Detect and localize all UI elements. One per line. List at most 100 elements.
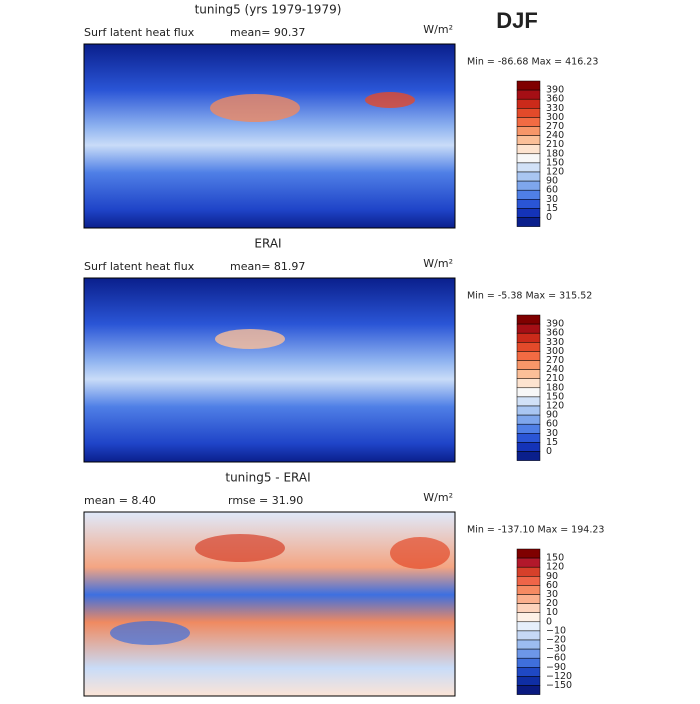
colorbar-box <box>516 360 541 370</box>
colorbar-box <box>516 323 541 334</box>
colorbar-box <box>516 108 541 118</box>
colorbar-label: 330 <box>546 103 564 114</box>
colorbar-box <box>516 342 541 352</box>
colorbar-label: 330 <box>546 337 564 348</box>
colorbar-box <box>516 171 541 182</box>
colorbar-box <box>516 180 541 191</box>
panel-label: Surf latent heat flux <box>84 260 195 273</box>
colorbar-label: 150 <box>546 391 564 402</box>
colorbar-label: 15 <box>546 437 558 448</box>
colorbar-label: 120 <box>546 401 564 412</box>
colorbar-label: 90 <box>546 176 558 187</box>
panel-stat: mean= 90.37 <box>230 26 305 39</box>
colorbar-box <box>516 557 541 568</box>
colorbar-label: 90 <box>546 571 558 582</box>
map-frame <box>83 43 456 229</box>
colorbar-label: −30 <box>546 644 566 655</box>
map-frame <box>83 511 456 697</box>
colorbar-box <box>516 685 541 695</box>
colorbar-label: 60 <box>546 580 558 591</box>
colorbar-box <box>516 369 541 379</box>
panel-title: ERAI <box>254 237 281 251</box>
colorbar-label: −120 <box>546 671 572 682</box>
colorbar-box <box>516 451 541 461</box>
colorbar-label: 240 <box>546 364 564 375</box>
colorbar-box <box>516 126 541 136</box>
map-feature <box>215 329 285 349</box>
colorbar-label: −90 <box>546 662 566 673</box>
map-field <box>84 44 455 228</box>
panel-units: W/m² <box>423 491 453 504</box>
colorbar-box <box>516 648 541 659</box>
colorbar-label: 150 <box>546 157 564 168</box>
map-feature <box>210 94 300 122</box>
colorbar-box <box>516 676 541 686</box>
colorbar-box <box>516 639 541 650</box>
colorbar-label: 150 <box>546 553 564 564</box>
colorbar-box <box>516 351 541 361</box>
panel-title: tuning5 - ERAI <box>225 471 310 485</box>
colorbar-label: 390 <box>546 85 564 96</box>
colorbar-box <box>516 667 541 677</box>
colorbar-box <box>516 414 541 425</box>
colorbar-box <box>516 576 541 586</box>
colorbar-box <box>516 378 541 389</box>
colorbar-label: −10 <box>546 625 566 636</box>
panel-stat: rmse = 31.90 <box>228 494 303 507</box>
colorbar-box <box>516 423 541 434</box>
colorbar-label: 60 <box>546 419 558 430</box>
panel-range: Min = -86.68 Max = 416.23 <box>467 57 598 68</box>
colorbar-label: 270 <box>546 121 564 132</box>
colorbar-box <box>516 548 541 559</box>
colorbar-box <box>516 585 541 595</box>
colorbar-box <box>516 603 541 613</box>
colorbar-label: −20 <box>546 635 566 646</box>
colorbar-label: 0 <box>546 616 552 627</box>
colorbar-box <box>516 396 541 407</box>
colorbar-box <box>516 144 541 155</box>
map-frame <box>83 277 456 463</box>
colorbar-label: 180 <box>546 382 564 393</box>
colorbar-label: 300 <box>546 346 564 357</box>
colorbar-label: 210 <box>546 373 564 384</box>
colorbar-label: 0 <box>546 446 552 457</box>
colorbar-box <box>516 621 541 632</box>
colorbar-box <box>516 405 541 416</box>
panel-range: Min = -137.10 Max = 194.23 <box>467 525 604 536</box>
colorbar-label: 15 <box>546 203 558 214</box>
colorbar-box <box>516 594 541 604</box>
colorbar-box <box>516 208 541 218</box>
panel-range: Min = -5.38 Max = 315.52 <box>467 291 592 302</box>
colorbar-label: 210 <box>546 139 564 150</box>
panel-title: tuning5 (yrs 1979-1979) <box>195 3 342 17</box>
colorbar-box <box>516 217 541 227</box>
colorbar-box <box>516 314 541 325</box>
colorbar-label: 390 <box>546 319 564 330</box>
map-field <box>84 278 455 462</box>
map-feature <box>365 92 415 108</box>
colorbar-label: 90 <box>546 410 558 421</box>
colorbar-label: 180 <box>546 148 564 159</box>
colorbar-box <box>516 442 541 452</box>
colorbar-box <box>516 630 541 641</box>
colorbar-box <box>516 153 541 164</box>
colorbar-box <box>516 98 541 109</box>
colorbar-label: 240 <box>546 130 564 141</box>
colorbar-box <box>516 387 541 398</box>
colorbar-label: 300 <box>546 112 564 123</box>
map-feature <box>390 537 450 569</box>
colorbar-box <box>516 135 541 145</box>
colorbar-label: 360 <box>546 328 564 339</box>
colorbar-box <box>516 117 541 127</box>
map-feature <box>195 534 285 562</box>
colorbar-label: 30 <box>546 589 558 600</box>
colorbar-label: 120 <box>546 562 564 573</box>
panel-label: Surf latent heat flux <box>84 26 195 39</box>
colorbar-label: −150 <box>546 680 572 691</box>
colorbar-label: 30 <box>546 194 558 205</box>
colorbar-box <box>516 189 541 200</box>
colorbar-box <box>516 89 541 100</box>
colorbar-label: 30 <box>546 428 558 439</box>
panel-units: W/m² <box>423 23 453 36</box>
